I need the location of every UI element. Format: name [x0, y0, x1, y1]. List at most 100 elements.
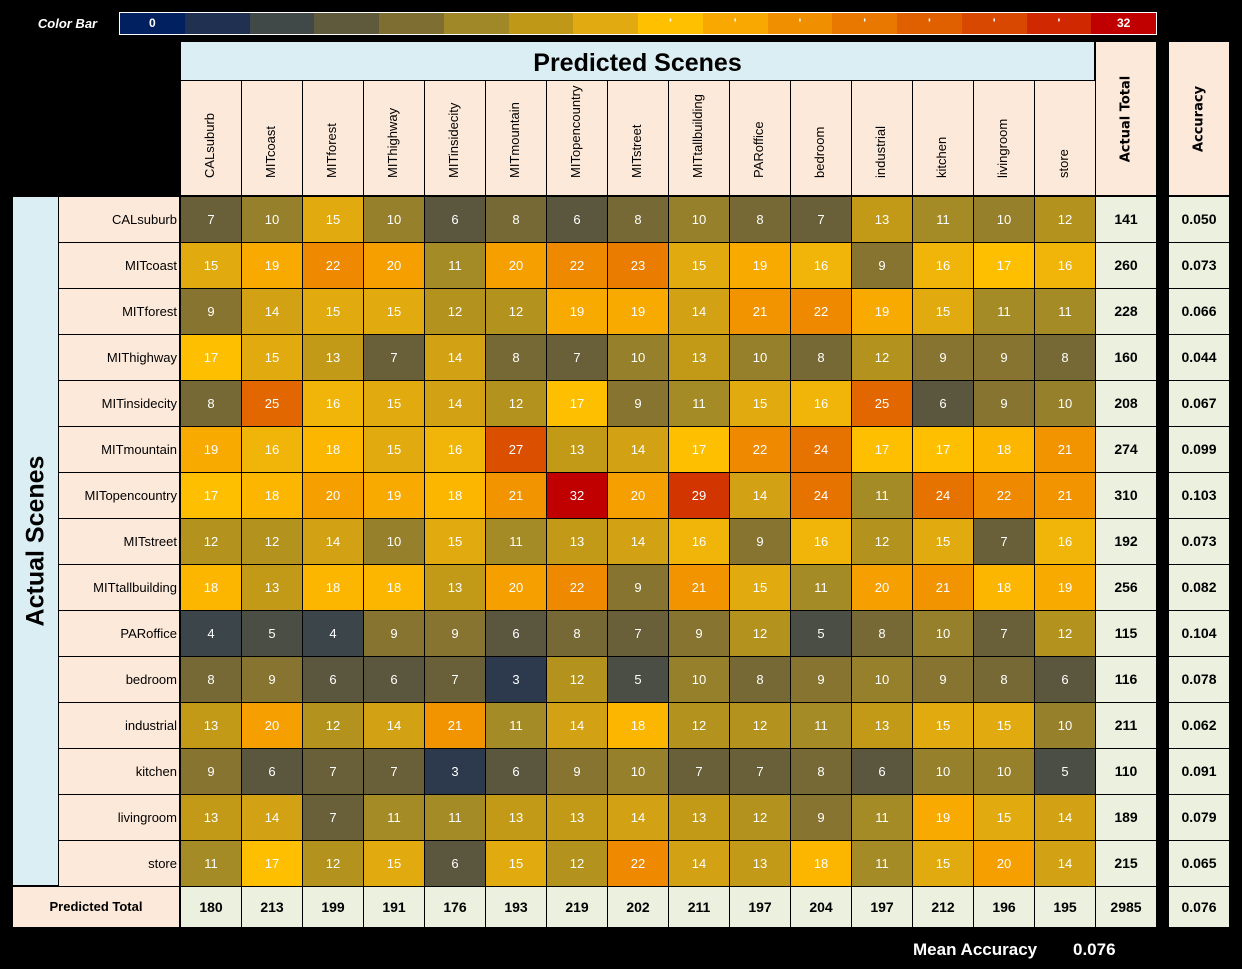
- y-axis-title-box: Actual Scenes: [13, 197, 58, 885]
- heatmap-cell: 16: [1035, 243, 1095, 288]
- column-label: livingroom: [995, 118, 1010, 178]
- predicted-total-cell: 219: [547, 887, 607, 927]
- heatmap-cell: 7: [303, 795, 363, 840]
- heatmap-cell: 22: [303, 243, 363, 288]
- actual-total-cell: 274: [1096, 427, 1156, 472]
- heatmap-cell: 6: [425, 841, 485, 886]
- heatmap-cell: 27: [486, 427, 546, 472]
- heatmap-cell: 29: [669, 473, 729, 518]
- heatmap-cell: 9: [425, 611, 485, 656]
- actual-total-cell: 211: [1096, 703, 1156, 748]
- column-label: MITmountain: [507, 102, 522, 178]
- heatmap-cell: 12: [547, 657, 607, 702]
- accuracy-cell: 0.050: [1169, 197, 1229, 242]
- heatmap-cell: 15: [364, 381, 424, 426]
- heatmap-cell: 14: [1035, 795, 1095, 840]
- heatmap-cell: 10: [364, 519, 424, 564]
- actual-total-cell: 260: [1096, 243, 1156, 288]
- heatmap-cell: 13: [852, 703, 912, 748]
- heatmap-cell: 15: [974, 795, 1034, 840]
- column-header: store: [1035, 81, 1095, 195]
- heatmap-cell: 8: [730, 657, 790, 702]
- heatmap-cell: 18: [364, 565, 424, 610]
- heatmap-cell: 10: [608, 335, 668, 380]
- mean-accuracy-label: Mean Accuracy: [913, 940, 1038, 959]
- heatmap-cell: 12: [303, 703, 363, 748]
- heatmap-cell: 24: [791, 473, 851, 518]
- accuracy-cell: 0.044: [1169, 335, 1229, 380]
- heatmap-cell: 8: [852, 611, 912, 656]
- heatmap-cell: 6: [1035, 657, 1095, 702]
- heatmap-cell: 9: [974, 335, 1034, 380]
- heatmap-cell: 10: [1035, 381, 1095, 426]
- colorbar-label: Color Bar: [37, 16, 98, 31]
- colorbar-swatch: ': [702, 13, 768, 34]
- heatmap-cell: 22: [547, 243, 607, 288]
- column-header: MITinsidecity: [425, 81, 485, 195]
- heatmap-cell: 12: [486, 381, 546, 426]
- actual-total-cell: 310: [1096, 473, 1156, 518]
- column-header: MITstreet: [608, 81, 668, 195]
- heatmap-cell: 8: [730, 197, 790, 242]
- heatmap-cell: 12: [303, 841, 363, 886]
- actual-total-header: Actual Total: [1096, 42, 1156, 195]
- heatmap-cell: 7: [974, 519, 1034, 564]
- actual-total-cell: 110: [1096, 749, 1156, 794]
- heatmap-cell: 19: [730, 243, 790, 288]
- heatmap-cell: 8: [1035, 335, 1095, 380]
- column-header: livingroom: [974, 81, 1034, 195]
- heatmap-cell: 17: [181, 335, 241, 380]
- heatmap-cell: 9: [242, 657, 302, 702]
- heatmap-cell: 6: [364, 657, 424, 702]
- heatmap-cell: 9: [974, 381, 1034, 426]
- heatmap-cell: 15: [486, 841, 546, 886]
- colorbar-frame: [119, 12, 1157, 35]
- heatmap-cell: 8: [486, 335, 546, 380]
- heatmap-cell: 9: [791, 795, 851, 840]
- heatmap-cell: 15: [303, 197, 363, 242]
- mean-accuracy-value: 0.076: [1073, 940, 1116, 959]
- column-header: MITcoast: [242, 81, 302, 195]
- heatmap-cell: 6: [303, 657, 363, 702]
- column-header: industrial: [852, 81, 912, 195]
- heatmap-cell: 15: [364, 289, 424, 334]
- row-label: MITforest: [59, 289, 179, 334]
- heatmap-cell: 15: [425, 519, 485, 564]
- colorbar-swatch: ': [638, 13, 703, 34]
- column-header: CALsuburb: [181, 81, 241, 195]
- heatmap-cell: 20: [974, 841, 1034, 886]
- heatmap-cell: 25: [852, 381, 912, 426]
- heatmap-cell: 12: [669, 703, 729, 748]
- heatmap-cell: 11: [486, 519, 546, 564]
- row-label: bedroom: [59, 657, 179, 702]
- heatmap-cell: 12: [486, 289, 546, 334]
- heatmap-cell: 17: [181, 473, 241, 518]
- heatmap-cell: 7: [974, 611, 1034, 656]
- heatmap-cell: 8: [791, 335, 851, 380]
- column-header: bedroom: [791, 81, 851, 195]
- column-label: store: [1056, 149, 1071, 178]
- row-label: CALsuburb: [59, 197, 179, 242]
- heatmap-cell: 12: [1035, 611, 1095, 656]
- heatmap-cell: 6: [486, 611, 546, 656]
- heatmap-cell: 9: [791, 657, 851, 702]
- heatmap-cell: 21: [913, 565, 973, 610]
- column-label: kitchen: [934, 136, 949, 178]
- accuracy-header-label: Accuracy: [1191, 85, 1207, 152]
- column-header: MITforest: [303, 81, 363, 195]
- predicted-total-cell: 193: [486, 887, 546, 927]
- accuracy-cell: 0.104: [1169, 611, 1229, 656]
- accuracy-cell: 0.103: [1169, 473, 1229, 518]
- colorbar-swatch: [573, 13, 638, 34]
- heatmap-cell: 14: [242, 289, 302, 334]
- heatmap-cell: 7: [547, 335, 607, 380]
- heatmap-cell: 15: [303, 289, 363, 334]
- heatmap-cell: 6: [852, 749, 912, 794]
- column-header: kitchen: [913, 81, 973, 195]
- heatmap-cell: 20: [852, 565, 912, 610]
- heatmap-cell: 21: [486, 473, 546, 518]
- actual-total-cell: 115: [1096, 611, 1156, 656]
- heatmap-cell: 20: [486, 243, 546, 288]
- heatmap-cell: 20: [608, 473, 668, 518]
- heatmap-cell: 15: [913, 841, 973, 886]
